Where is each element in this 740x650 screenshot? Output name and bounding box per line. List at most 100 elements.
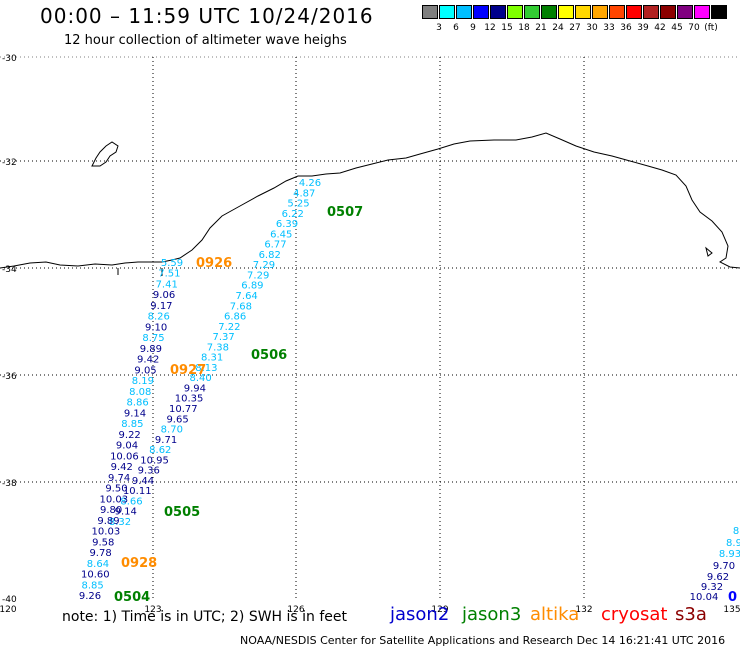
track-value: 7.38 bbox=[207, 342, 229, 353]
track-value: 9.80 bbox=[100, 505, 122, 516]
track-value: 9.65 bbox=[166, 414, 188, 425]
map-subtitle: 12 hour collection of altimeter wave hei… bbox=[64, 33, 347, 48]
lon-label: 123 bbox=[144, 605, 161, 615]
track-value: 4.87 bbox=[293, 188, 315, 199]
track-value: 5.59 bbox=[161, 258, 183, 269]
track-value: 9.94 bbox=[184, 383, 206, 394]
track-value: 9.06 bbox=[153, 290, 175, 301]
scale-swatch bbox=[592, 5, 608, 19]
track-value: 8.85 bbox=[121, 419, 143, 430]
track-value: 9.89 bbox=[97, 516, 119, 527]
legend-cryosat: cryosat bbox=[601, 604, 668, 625]
scale-swatch bbox=[524, 5, 540, 19]
track-value: 9.14 bbox=[124, 408, 146, 419]
lat-label: -40 bbox=[2, 595, 17, 605]
scale-swatch bbox=[643, 5, 659, 19]
scale-label: 3 bbox=[436, 23, 442, 33]
track-value: 8.85 bbox=[82, 580, 104, 591]
pass-label: 0504 bbox=[114, 590, 150, 605]
lat-label: -32 bbox=[2, 158, 17, 168]
track-value: 8.26 bbox=[148, 312, 170, 323]
scale-label: 21 bbox=[535, 23, 547, 33]
track-value: 9.26 bbox=[79, 591, 101, 602]
track-value: 6.82 bbox=[259, 250, 281, 261]
track-value: 6.45 bbox=[270, 229, 292, 240]
track-value: 7.51 bbox=[158, 269, 180, 280]
track-value: 9.42 bbox=[111, 462, 133, 473]
scale-label: 24 bbox=[552, 23, 564, 33]
track-value: 8.66 bbox=[120, 496, 142, 507]
track-value: 8.64 bbox=[87, 559, 109, 570]
track-value: 10.03 bbox=[99, 494, 128, 505]
track-value: 10.35 bbox=[175, 394, 204, 405]
scale-swatch bbox=[456, 5, 472, 19]
track-value: 10.11 bbox=[123, 486, 152, 497]
track-value: 10.04 bbox=[690, 592, 719, 603]
scale-swatch bbox=[558, 5, 574, 19]
track-value: 9.44 bbox=[132, 476, 154, 487]
track-value: 5.25 bbox=[287, 199, 309, 210]
lon-label: 132 bbox=[575, 605, 592, 615]
scale-label: 39 bbox=[637, 23, 649, 33]
scale-label: 6 bbox=[453, 23, 459, 33]
track-value: 8.13 bbox=[195, 363, 217, 374]
scale-swatch bbox=[575, 5, 591, 19]
track-value: 9.10 bbox=[145, 322, 167, 333]
track-value: 7.41 bbox=[156, 279, 178, 290]
track-value: 7.37 bbox=[213, 332, 235, 343]
scale-swatch bbox=[626, 5, 642, 19]
scale-swatch bbox=[439, 5, 455, 19]
track-value: 10.60 bbox=[81, 570, 110, 581]
scale-swatch bbox=[507, 5, 523, 19]
track-value: 9.71 bbox=[155, 435, 177, 446]
track-value: 9.04 bbox=[116, 441, 138, 452]
track-value: 8.62 bbox=[149, 445, 171, 456]
pass-label: 0506 bbox=[251, 348, 287, 363]
track-value: 7.29 bbox=[253, 260, 275, 271]
track-value: 8 bbox=[733, 526, 739, 537]
track-value: 10.03 bbox=[92, 527, 121, 538]
track-value: 6.22 bbox=[282, 209, 304, 220]
track-value: 7.29 bbox=[247, 270, 269, 281]
track-value: 9.89 bbox=[140, 344, 162, 355]
track-value: 4.26 bbox=[299, 178, 321, 189]
scale-label: 27 bbox=[569, 23, 581, 33]
lat-label: -34 bbox=[2, 265, 17, 275]
track-value: 8.40 bbox=[189, 373, 211, 384]
track-value: 9.17 bbox=[150, 301, 172, 312]
scale-swatch bbox=[677, 5, 693, 19]
track-value: 6.77 bbox=[264, 240, 286, 251]
track-value: 6.89 bbox=[241, 281, 263, 292]
track-value: 9.74 bbox=[108, 473, 130, 484]
lat-label: -30 bbox=[2, 54, 17, 64]
track-value: 8.32 bbox=[109, 517, 131, 528]
track-value: 9.58 bbox=[92, 537, 114, 548]
scale-swatch bbox=[609, 5, 625, 19]
scale-unit: (ft) bbox=[704, 23, 718, 33]
track-value: 8.19 bbox=[132, 376, 154, 387]
track-value: 7.68 bbox=[230, 301, 252, 312]
legend-jason2: jason2 bbox=[390, 604, 450, 625]
track-value: 9.50 bbox=[105, 484, 127, 495]
scale-label: 30 bbox=[586, 23, 598, 33]
map-title: 00:00 – 11:59 UTC 10/24/2016 bbox=[40, 4, 374, 28]
scale-swatch bbox=[541, 5, 557, 19]
legend-s3a: s3a bbox=[675, 604, 707, 625]
track-value: 9.70 bbox=[713, 561, 735, 572]
legend-jason3: jason3 bbox=[462, 604, 522, 625]
pass-label: 0926 bbox=[196, 256, 232, 271]
lon-label: 126 bbox=[287, 605, 304, 615]
island-outline bbox=[705, 246, 713, 257]
lat-label: -38 bbox=[2, 479, 17, 489]
track-value: 10.77 bbox=[169, 404, 198, 415]
pass-label: 0928 bbox=[121, 556, 157, 571]
lon-label: 120 bbox=[0, 605, 17, 615]
scale-label: 15 bbox=[501, 23, 513, 33]
scale-label: 12 bbox=[484, 23, 496, 33]
track-value: 9.05 bbox=[134, 365, 156, 376]
scale-label: 70 bbox=[688, 23, 700, 33]
track-value: 8.9 bbox=[726, 538, 740, 549]
track-value: 9.62 bbox=[707, 572, 729, 583]
track-value: 8.75 bbox=[142, 333, 164, 344]
